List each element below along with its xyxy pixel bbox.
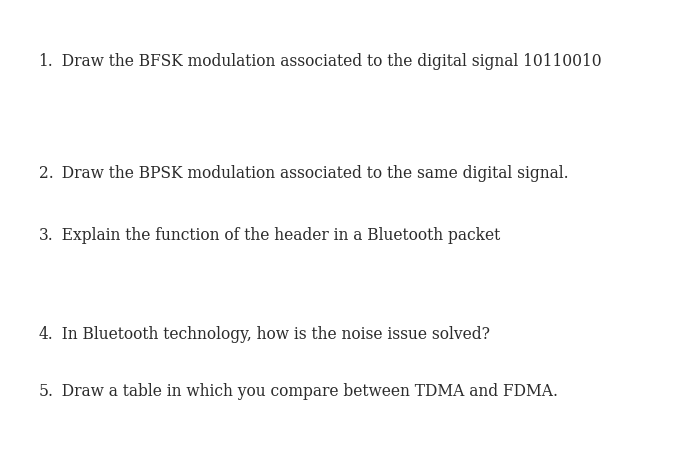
Text: 3.: 3.	[38, 227, 53, 244]
Text: Draw a table in which you compare between TDMA and FDMA.: Draw a table in which you compare betwee…	[52, 383, 559, 400]
Text: Explain the function of the header in a Bluetooth packet: Explain the function of the header in a …	[52, 227, 500, 244]
Text: 4.: 4.	[38, 326, 53, 343]
Text: Draw the BFSK modulation associated to the digital signal 10110010: Draw the BFSK modulation associated to t…	[52, 53, 602, 70]
Text: 1.: 1.	[38, 53, 53, 70]
Text: In Bluetooth technology, how is the noise issue solved?: In Bluetooth technology, how is the nois…	[52, 326, 491, 343]
Text: 2.: 2.	[38, 165, 53, 182]
Text: Draw the BPSK modulation associated to the same digital signal.: Draw the BPSK modulation associated to t…	[52, 165, 569, 182]
Text: 5.: 5.	[38, 383, 53, 400]
